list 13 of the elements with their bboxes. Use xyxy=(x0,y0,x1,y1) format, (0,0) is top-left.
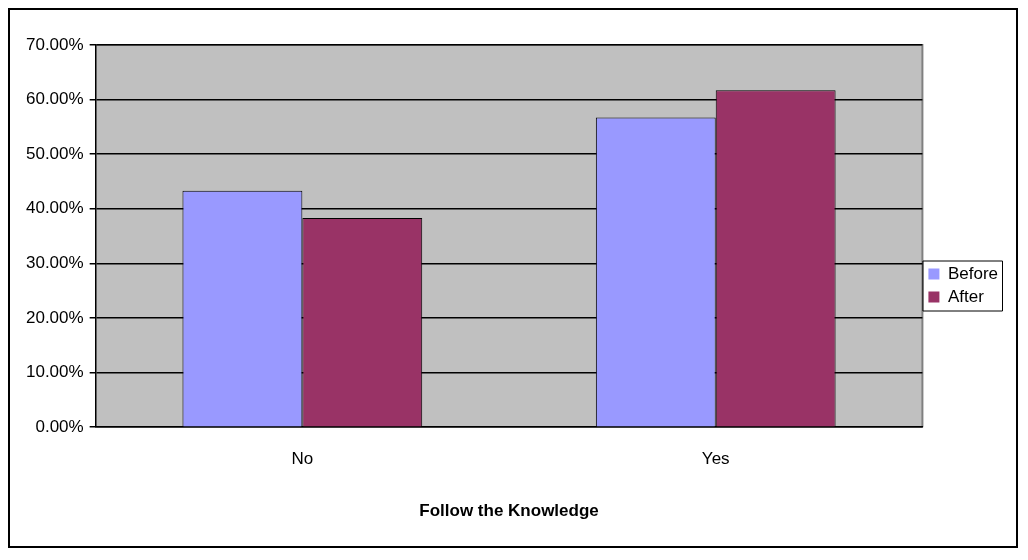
x-axis-title: Follow the Knowledge xyxy=(419,501,599,521)
y-tick-label: 30.00% xyxy=(25,253,84,273)
y-tick-label: 10.00% xyxy=(25,362,84,382)
y-tick-label: 40.00% xyxy=(25,198,84,218)
y-tick-label: 20.00% xyxy=(25,307,84,327)
x-tick-label: No xyxy=(291,449,314,469)
y-tick-label: 70.00% xyxy=(25,34,84,54)
y-tick-label: 50.00% xyxy=(25,143,84,163)
legend-label: After xyxy=(947,286,985,306)
y-tick-label: 60.00% xyxy=(25,89,84,109)
legend-label: Before xyxy=(947,263,999,283)
x-tick-label: Yes xyxy=(701,449,730,469)
y-tick-label: 0.00% xyxy=(35,416,84,436)
